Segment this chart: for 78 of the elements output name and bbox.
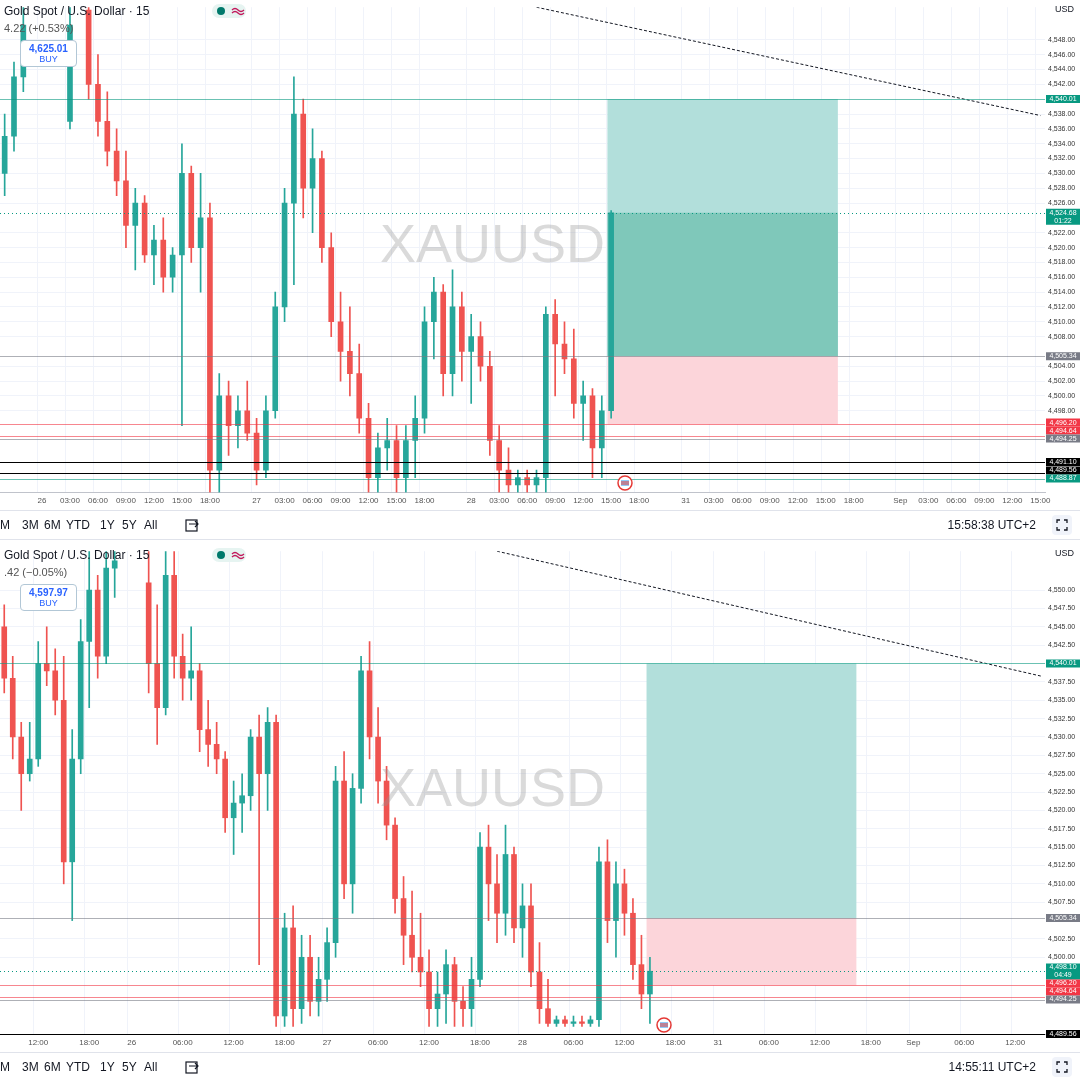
x-tick-label: 18:00 bbox=[629, 496, 650, 506]
x-tick-label: 03:00 bbox=[274, 496, 296, 506]
x-tick-label: 12:00 bbox=[573, 496, 594, 506]
x-tick-label: 15:00 bbox=[1030, 496, 1051, 506]
x-tick-label: 15:00 bbox=[171, 496, 193, 506]
x-tick-label: 09:00 bbox=[759, 496, 781, 506]
annotation: .42 (−0.05%) bbox=[4, 566, 68, 578]
x-tick-label: 12:00 bbox=[223, 1038, 245, 1048]
annotation: BUY bbox=[38, 598, 59, 608]
text: All bbox=[144, 518, 158, 532]
x-tick-label: 09:00 bbox=[545, 496, 566, 506]
x-tick-label: 27 bbox=[322, 1038, 333, 1048]
x-tick-label: 09:00 bbox=[974, 496, 995, 506]
x-tick-label: 06:00 bbox=[368, 1038, 389, 1048]
x-tick-label: 18:00 bbox=[414, 496, 436, 506]
x-tick-label: 06:00 bbox=[946, 496, 967, 506]
x-tick-label: Sep bbox=[906, 1038, 921, 1048]
text: YTD bbox=[66, 518, 90, 532]
text: 1Y bbox=[100, 1060, 115, 1074]
x-tick-label: 12:00 bbox=[614, 1038, 636, 1048]
annotation: 4,597.97 bbox=[29, 587, 68, 598]
x-tick-label: 18:00 bbox=[665, 1038, 686, 1048]
x-tick-label: 18:00 bbox=[860, 1038, 882, 1048]
x-tick-label: 26 bbox=[127, 1038, 137, 1048]
text: M bbox=[0, 1060, 10, 1074]
x-tick-label: 28 bbox=[518, 1038, 528, 1048]
text: YTD bbox=[66, 1060, 90, 1074]
x-tick-label: 12:00 bbox=[143, 496, 165, 506]
text: 5Y bbox=[122, 1060, 137, 1074]
x-tick-label: 12:00 bbox=[28, 1038, 49, 1048]
x-tick-label: 12:00 bbox=[1002, 496, 1023, 506]
text: USD bbox=[1054, 4, 1074, 14]
text: 14:55:11 UTC+2 bbox=[948, 1060, 1036, 1074]
annotation: BUY bbox=[38, 54, 59, 64]
x-tick-label: 18:00 bbox=[274, 1038, 296, 1048]
text: 15:58:38 UTC+2 bbox=[947, 518, 1036, 532]
x-tick-label: 12:00 bbox=[1005, 1038, 1026, 1048]
x-tick-label: 18:00 bbox=[470, 1038, 491, 1048]
text: 3M bbox=[22, 518, 39, 532]
text: 6M bbox=[44, 1060, 61, 1074]
x-tick-label: 28 bbox=[466, 496, 477, 506]
x-tick-label: 15:00 bbox=[386, 496, 408, 506]
x-tick-label: 06:00 bbox=[758, 1038, 780, 1048]
x-tick-label: 06:00 bbox=[302, 496, 324, 506]
x-tick-label: 12:00 bbox=[358, 496, 380, 506]
x-tick-label: 12:00 bbox=[809, 1038, 831, 1048]
x-tick-label: 06:00 bbox=[87, 496, 109, 506]
text: 3M bbox=[22, 1060, 39, 1074]
x-tick-label: 12:00 bbox=[419, 1038, 440, 1048]
x-tick-label: 06:00 bbox=[517, 496, 538, 506]
x-tick-label: 18:00 bbox=[199, 496, 221, 506]
x-tick-label: 31 bbox=[681, 496, 691, 506]
text: 5Y bbox=[122, 518, 137, 532]
x-tick-label: 09:00 bbox=[115, 496, 137, 506]
x-tick-label: 03:00 bbox=[703, 496, 725, 506]
x-tick-label: 15:00 bbox=[601, 496, 622, 506]
text: 6M bbox=[44, 518, 61, 532]
text: All bbox=[144, 1060, 158, 1074]
x-tick-label: 26 bbox=[37, 496, 47, 506]
x-tick-label: 03:00 bbox=[918, 496, 939, 506]
text: M bbox=[0, 518, 10, 532]
x-tick-label: 03:00 bbox=[489, 496, 510, 506]
x-tick-label: 06:00 bbox=[563, 1038, 585, 1048]
x-tick-label: 18:00 bbox=[843, 496, 865, 506]
text: 1Y bbox=[100, 518, 115, 532]
x-tick-label: 06:00 bbox=[954, 1038, 975, 1048]
x-tick-label: 18:00 bbox=[79, 1038, 100, 1048]
x-tick-label: 27 bbox=[252, 496, 262, 506]
x-tick-label: 09:00 bbox=[330, 496, 352, 506]
x-tick-label: Sep bbox=[893, 496, 909, 506]
x-tick-label: 15:00 bbox=[815, 496, 837, 506]
x-tick-label: 31 bbox=[713, 1038, 723, 1048]
x-tick-label: 03:00 bbox=[59, 496, 81, 506]
x-tick-label: 06:00 bbox=[731, 496, 753, 506]
x-tick-label: 06:00 bbox=[172, 1038, 194, 1048]
annotation: 4,625.01 bbox=[29, 43, 68, 54]
x-tick-label: 12:00 bbox=[787, 496, 809, 506]
text: USD bbox=[1054, 548, 1074, 558]
